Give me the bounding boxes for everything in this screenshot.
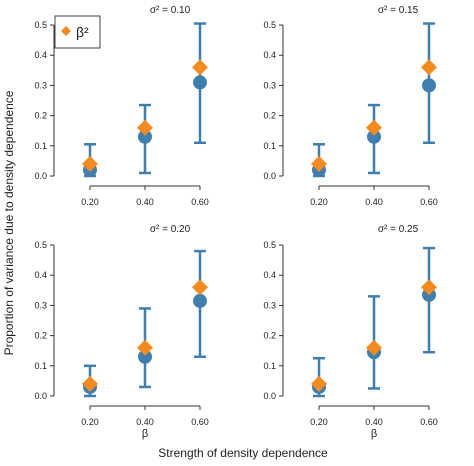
x-tick-label: 0.40 <box>136 197 154 207</box>
y-tick-label: 0.5 <box>263 20 276 30</box>
estimate-point <box>422 78 436 93</box>
beta-squared-diamond <box>192 279 208 296</box>
x-tick-label: 0.20 <box>81 417 99 427</box>
panel-2: 0.0 0.1 0.2 0.3 0.4 0.5 0.20 0.40 0.60 σ² = 0.15 <box>263 5 437 207</box>
panel-x-label: β <box>371 428 377 440</box>
y-tick-label: 0.3 <box>263 300 276 310</box>
x-tick-label: 0.20 <box>310 197 328 207</box>
y-tick-label: 0.0 <box>34 391 47 401</box>
x-tick-label: 0.40 <box>136 417 154 427</box>
legend-diamond-marker <box>61 26 71 36</box>
estimate-point <box>138 349 152 364</box>
beta-squared-diamond <box>366 339 382 356</box>
y-tick-label: 0.4 <box>263 270 276 280</box>
panel-x-label: β <box>142 428 148 440</box>
beta-squared-diamond <box>311 375 327 392</box>
y-tick-label: 0.3 <box>263 80 276 90</box>
x-tick-label: 0.60 <box>420 197 438 207</box>
legend-label: β² <box>76 24 89 40</box>
estimate-point <box>193 75 207 90</box>
y-tick-label: 0.5 <box>34 240 47 250</box>
y-tick-label: 0.4 <box>34 50 47 60</box>
y-tick-label: 0.0 <box>34 171 47 181</box>
x-tick-label: 0.60 <box>420 417 438 427</box>
beta-squared-diamond <box>366 119 382 136</box>
beta-squared-diamond <box>82 375 98 392</box>
panel-title: σ² = 0.25 <box>378 224 419 235</box>
y-tick-label: 0.5 <box>34 20 47 30</box>
y-tick-label: 0.4 <box>263 50 276 60</box>
y-axis-label: Proportion of variance due to density de… <box>2 90 16 355</box>
x-axis-label: Strength of density dependence <box>158 446 328 460</box>
estimate-point <box>193 293 207 308</box>
y-tick-label: 0.1 <box>34 361 47 371</box>
beta-squared-diamond <box>82 155 98 172</box>
legend: β² <box>54 15 101 49</box>
x-tick-label: 0.20 <box>81 197 99 207</box>
y-tick-label: 0.2 <box>263 111 276 121</box>
beta-squared-diamond <box>192 59 208 76</box>
y-tick-label: 0.1 <box>263 361 276 371</box>
y-tick-label: 0.2 <box>34 331 47 341</box>
x-tick-label: 0.60 <box>191 417 209 427</box>
y-tick-label: 0.1 <box>263 141 276 151</box>
y-tick-label: 0.2 <box>263 331 276 341</box>
panel-title: σ² = 0.15 <box>378 5 419 16</box>
estimate-point <box>138 129 152 144</box>
panel-3: 0.0 0.1 0.2 0.3 0.4 0.5 0.20 0.40 0.60 σ² = 0.20 β <box>34 224 208 440</box>
estimate-point <box>367 129 381 144</box>
beta-squared-diamond <box>421 279 437 296</box>
y-tick-label: 0.5 <box>263 240 276 250</box>
beta-squared-diamond <box>421 59 437 76</box>
x-tick-label: 0.60 <box>191 197 209 207</box>
y-tick-label: 0.3 <box>34 300 47 310</box>
beta-squared-diamond <box>311 155 327 172</box>
beta-squared-diamond <box>137 339 153 356</box>
y-tick-label: 0.1 <box>34 141 47 151</box>
panel-1: 0.0 0.1 0.2 0.3 0.4 0.5 0.20 0.40 0.60 σ² = 0.10 <box>34 5 208 207</box>
y-tick-label: 0.4 <box>34 270 47 280</box>
panel-title: σ² = 0.10 <box>150 5 191 16</box>
y-tick-label: 0.3 <box>34 80 47 90</box>
panel-title: σ² = 0.20 <box>150 224 191 235</box>
x-tick-label: 0.20 <box>310 417 328 427</box>
panel-4: 0.0 0.1 0.2 0.3 0.4 0.5 0.20 0.40 0.60 σ² = 0.25 β <box>263 224 437 440</box>
y-tick-label: 0.2 <box>34 111 47 121</box>
x-tick-label: 0.40 <box>365 197 383 207</box>
x-tick-label: 0.40 <box>365 417 383 427</box>
beta-squared-diamond <box>137 119 153 136</box>
y-tick-label: 0.0 <box>263 171 276 181</box>
y-tick-label: 0.0 <box>263 391 276 401</box>
